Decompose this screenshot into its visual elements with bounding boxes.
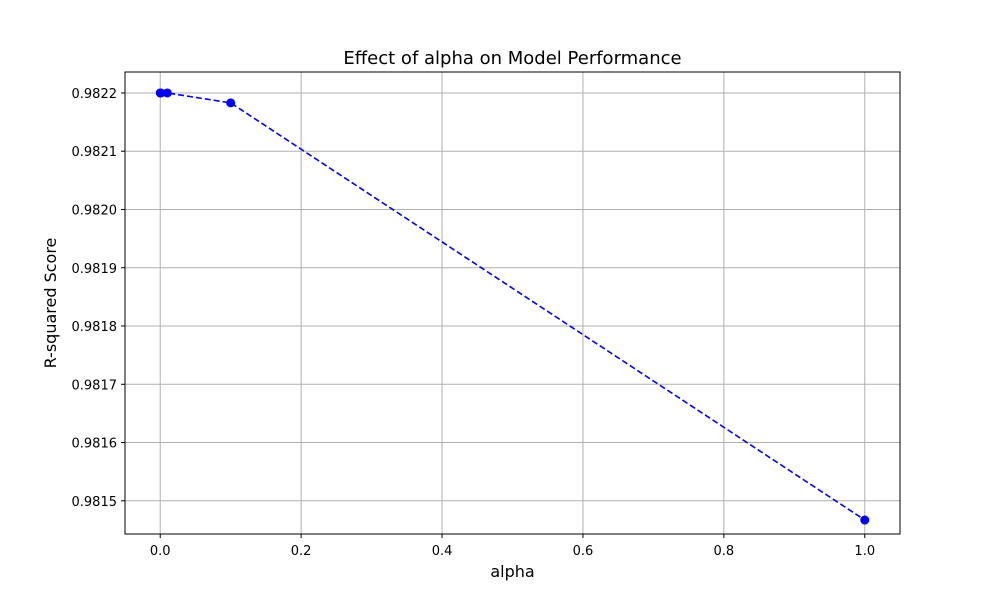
data-point <box>162 88 172 98</box>
series-layer <box>155 88 870 525</box>
y-tick-label: 0.9821 <box>72 145 118 160</box>
data-point <box>226 98 236 108</box>
x-tick-label: 0.4 <box>432 544 453 559</box>
y-tick-label: 0.9815 <box>72 495 118 510</box>
y-tick-label: 0.9817 <box>72 378 118 393</box>
y-tick-label: 0.9816 <box>72 437 118 452</box>
x-axis-label: alpha <box>490 562 534 581</box>
data-point <box>860 515 870 525</box>
ticks: 0.0 0.2 0.4 0.6 0.8 1.0 0.9815 0.9816 0.9817 0.98… <box>72 87 876 559</box>
y-tick-label: 0.9818 <box>72 320 118 335</box>
x-tick-label: 0.2 <box>291 544 312 559</box>
x-tick-label: 0.8 <box>714 544 735 559</box>
x-tick-label: 0.0 <box>150 544 171 559</box>
grid <box>125 72 900 534</box>
y-tick-label: 0.9822 <box>72 87 118 102</box>
x-tick-label: 1.0 <box>854 544 875 559</box>
y-tick-label: 0.9819 <box>72 262 118 277</box>
x-tick-label: 0.6 <box>573 544 594 559</box>
y-tick-label: 0.9820 <box>72 203 118 218</box>
chart-title: Effect of alpha on Model Performance <box>343 48 681 69</box>
y-axis-label: R-squared Score <box>41 238 60 369</box>
plot-frame <box>124 71 901 535</box>
data-point <box>156 88 166 98</box>
